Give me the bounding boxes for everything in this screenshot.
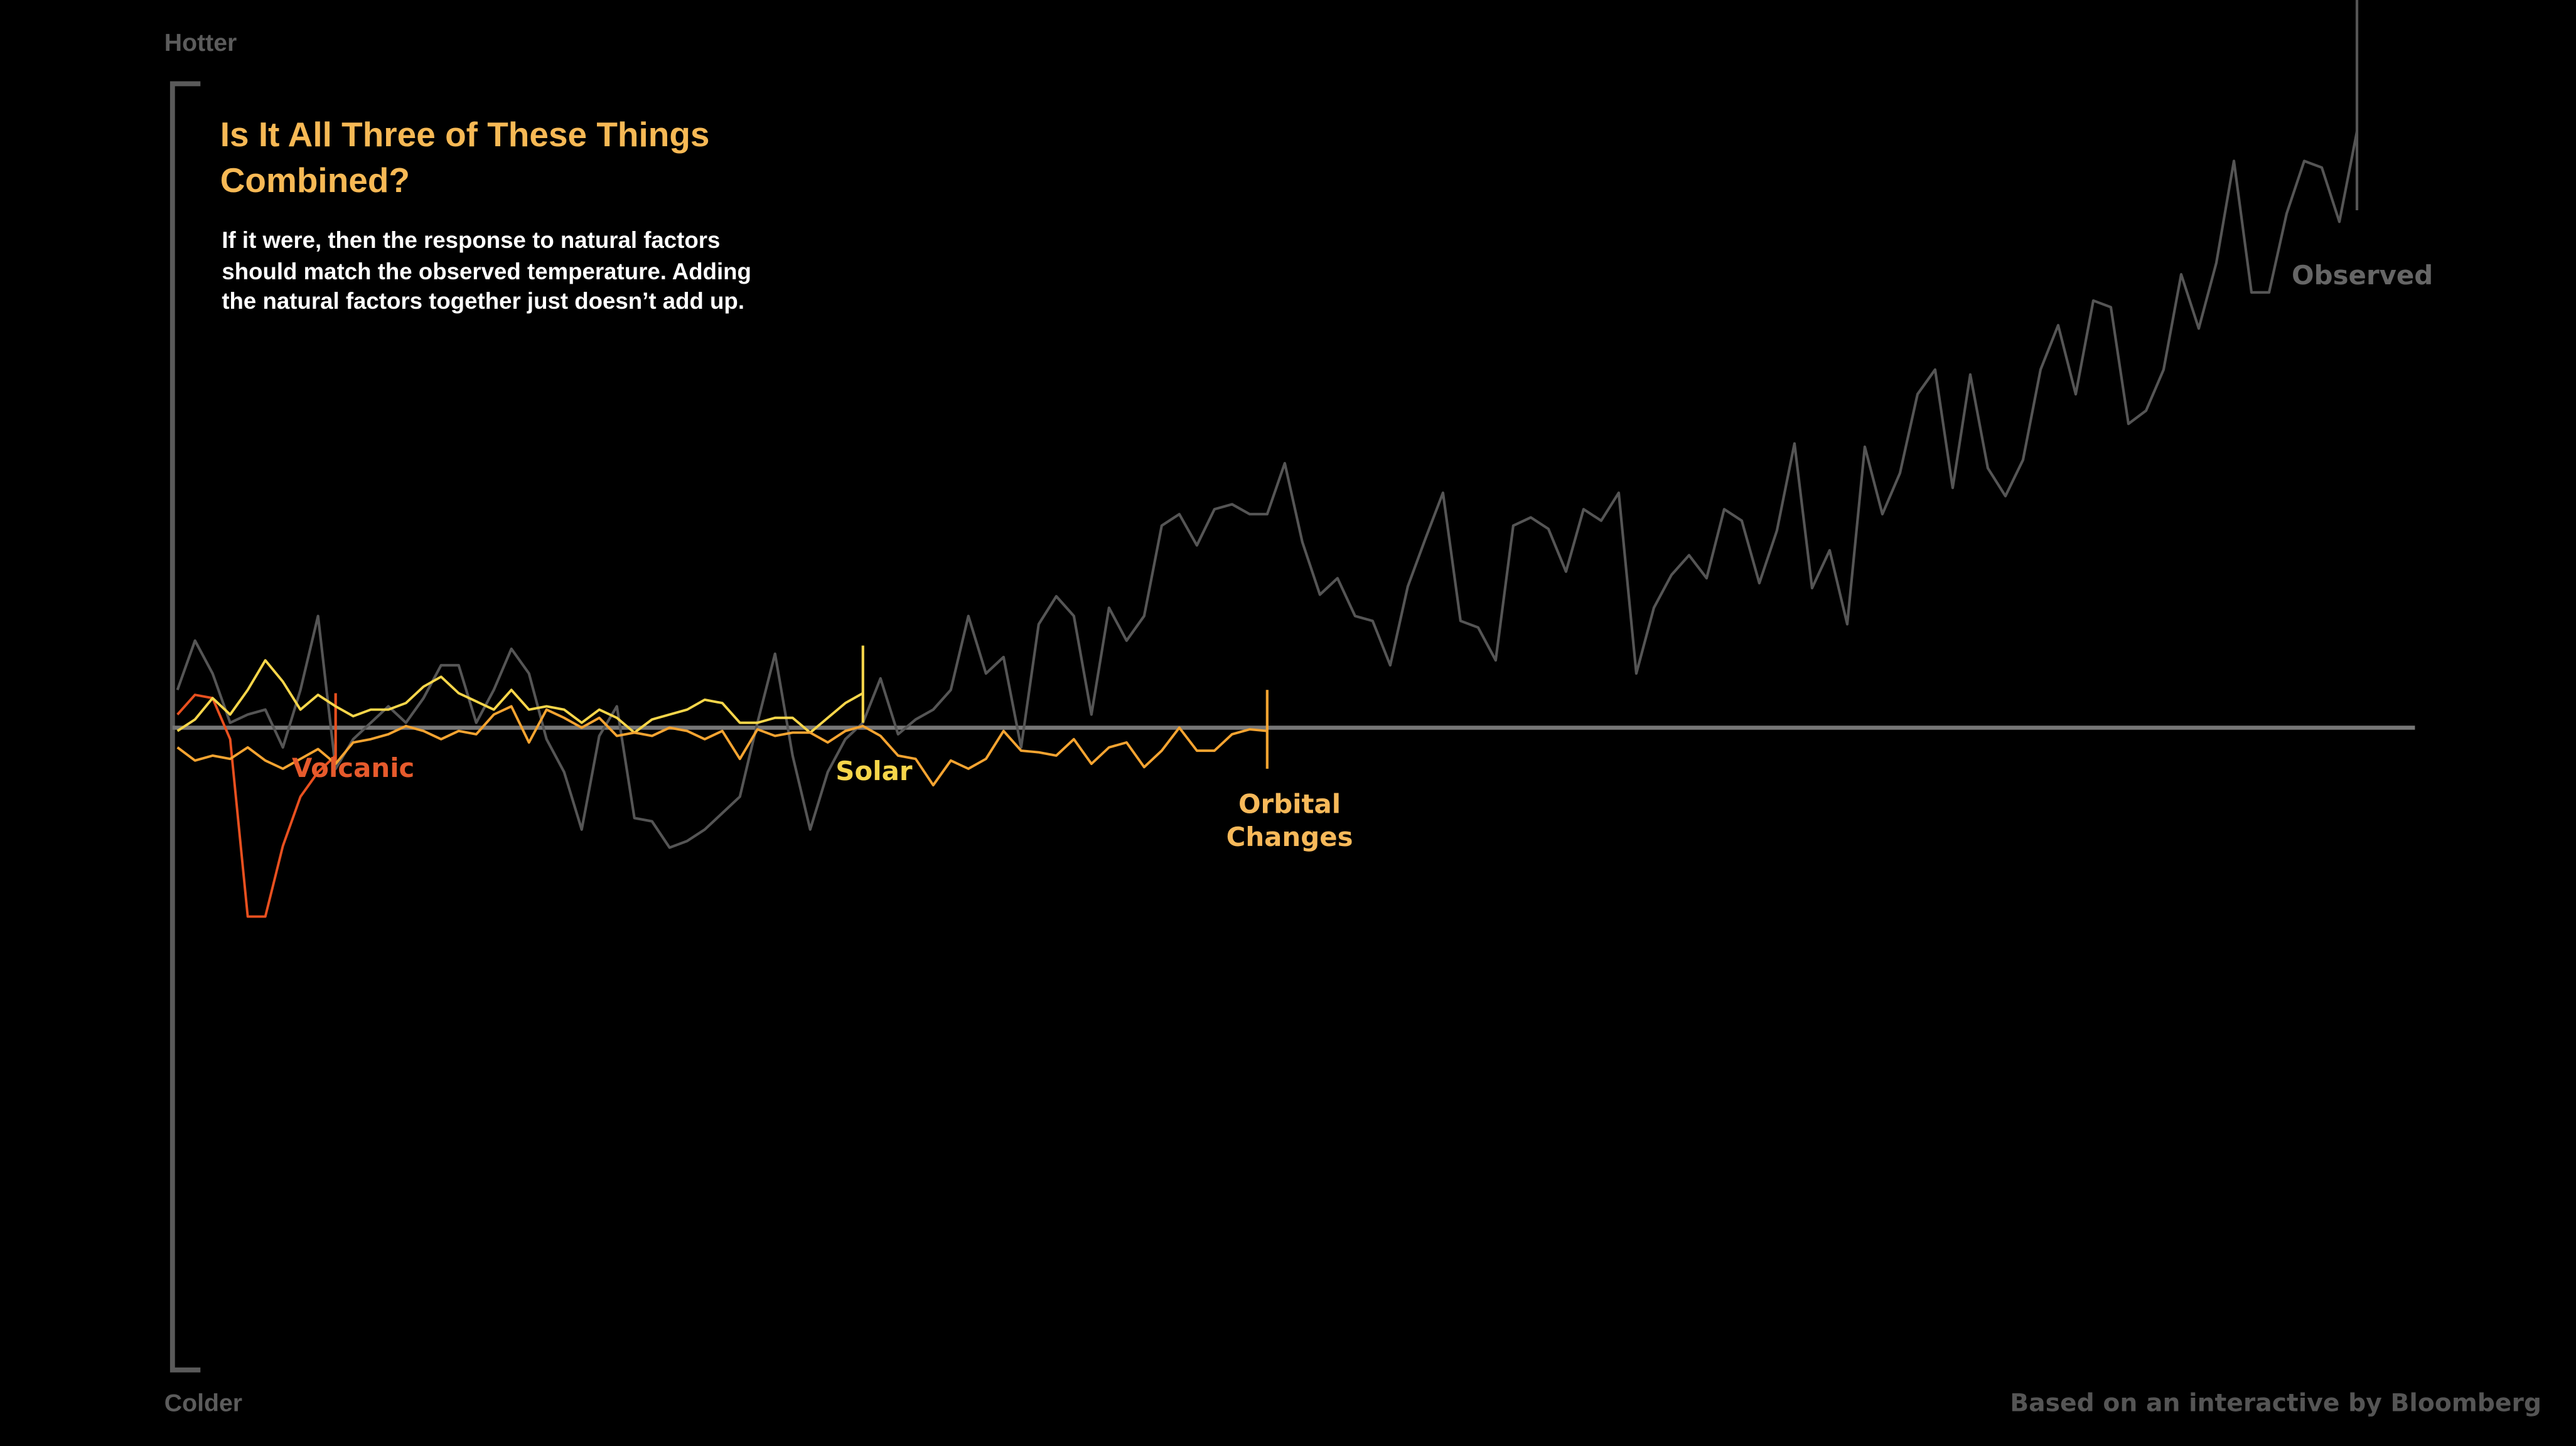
- series-label: Solar: [835, 755, 913, 787]
- colder-label: Colder: [164, 1390, 243, 1418]
- source-note: Based on an interactive by Bloomberg: [2010, 1388, 2541, 1418]
- series-line: [176, 659, 864, 734]
- hotter-label: Hotter: [164, 29, 237, 58]
- chart-subtitle: If it were, then the response to natural…: [222, 227, 751, 314]
- series-label: Volcanic: [292, 752, 415, 784]
- series-line: [176, 694, 337, 918]
- series-label: Orbital Changes: [1226, 788, 1353, 853]
- series-label: Observed: [2292, 259, 2434, 291]
- series-line: [176, 705, 1268, 787]
- chart-title: Is It All Three of These Things Combined…: [220, 116, 710, 201]
- series-line: [176, 131, 2359, 849]
